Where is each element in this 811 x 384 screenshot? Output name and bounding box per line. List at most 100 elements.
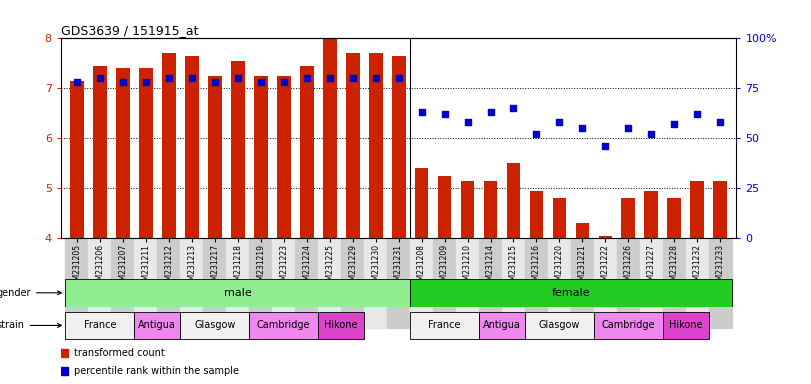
Bar	[456, 238, 479, 328]
Text: France: France	[84, 320, 116, 331]
Bar	[392, 56, 406, 238]
Bar	[204, 238, 226, 328]
Bar	[323, 38, 337, 238]
Bar	[66, 238, 88, 328]
Bar	[364, 238, 387, 328]
Bar	[135, 312, 180, 339]
Bar	[438, 176, 452, 238]
Bar	[686, 238, 709, 328]
Bar	[254, 76, 268, 238]
Bar	[272, 238, 295, 328]
Point	[346, 75, 359, 81]
Text: Glasgow: Glasgow	[194, 320, 235, 331]
Bar	[709, 238, 732, 328]
Bar	[640, 238, 663, 328]
Bar	[93, 66, 107, 238]
Bar	[433, 238, 456, 328]
Text: gender: gender	[0, 288, 62, 298]
Bar	[318, 312, 364, 339]
Bar	[479, 312, 525, 339]
Text: France: France	[428, 320, 461, 331]
Point	[392, 75, 405, 81]
Bar	[594, 312, 663, 339]
Bar	[667, 198, 681, 238]
Point	[323, 75, 336, 81]
Bar	[690, 180, 704, 238]
Text: GDS3639 / 151915_at: GDS3639 / 151915_at	[61, 24, 199, 37]
Text: Cambridge: Cambridge	[602, 320, 655, 331]
Bar	[70, 81, 84, 238]
Bar	[483, 180, 497, 238]
Bar	[525, 312, 594, 339]
Bar	[714, 180, 727, 238]
Point	[254, 79, 267, 85]
Bar	[111, 238, 135, 328]
Bar	[621, 198, 635, 238]
Bar	[552, 198, 566, 238]
Point	[162, 75, 175, 81]
Bar	[414, 168, 428, 238]
Text: percentile rank within the sample: percentile rank within the sample	[75, 366, 239, 376]
Point	[622, 125, 635, 131]
Text: Cambridge: Cambridge	[257, 320, 311, 331]
Text: female: female	[551, 288, 590, 298]
Text: male: male	[224, 288, 251, 298]
Point	[139, 79, 152, 85]
Point	[714, 119, 727, 125]
Text: Glasgow: Glasgow	[539, 320, 580, 331]
Bar	[249, 238, 272, 328]
Bar	[530, 190, 543, 238]
Bar	[88, 238, 111, 328]
Bar	[116, 68, 130, 238]
Bar	[387, 238, 410, 328]
Point	[208, 79, 221, 85]
Point	[231, 75, 244, 81]
Bar	[180, 238, 204, 328]
Point	[438, 111, 451, 118]
Bar	[502, 238, 525, 328]
Bar	[249, 312, 318, 339]
Bar	[208, 76, 221, 238]
Point	[71, 79, 84, 85]
Bar	[461, 180, 474, 238]
Bar	[66, 279, 410, 306]
Bar	[185, 56, 199, 238]
Point	[300, 75, 313, 81]
Bar	[548, 238, 571, 328]
Bar	[295, 238, 318, 328]
Bar	[277, 76, 290, 238]
Text: Antigua: Antigua	[139, 320, 176, 331]
Point	[461, 119, 474, 125]
Bar	[345, 53, 359, 238]
Bar	[663, 238, 686, 328]
Bar	[576, 223, 590, 238]
Bar	[300, 66, 314, 238]
Point	[530, 131, 543, 137]
Text: strain: strain	[0, 320, 62, 331]
Point	[691, 111, 704, 118]
Bar	[663, 312, 709, 339]
Bar	[231, 61, 245, 238]
Bar	[410, 279, 732, 306]
Point	[667, 121, 680, 127]
Bar	[617, 238, 640, 328]
Text: transformed count: transformed count	[75, 348, 165, 358]
Point	[484, 109, 497, 115]
Bar	[571, 238, 594, 328]
Bar	[410, 312, 479, 339]
Bar	[479, 238, 502, 328]
Point	[415, 109, 428, 115]
Bar	[645, 190, 659, 238]
Point	[369, 75, 382, 81]
Bar	[139, 68, 152, 238]
Point	[277, 79, 290, 85]
Point	[116, 79, 129, 85]
Bar	[157, 238, 180, 328]
Point	[576, 125, 589, 131]
Bar	[318, 238, 341, 328]
Text: Hikone: Hikone	[324, 320, 358, 331]
Bar	[162, 53, 176, 238]
Bar	[66, 312, 135, 339]
Point	[93, 75, 106, 81]
Bar	[594, 238, 617, 328]
